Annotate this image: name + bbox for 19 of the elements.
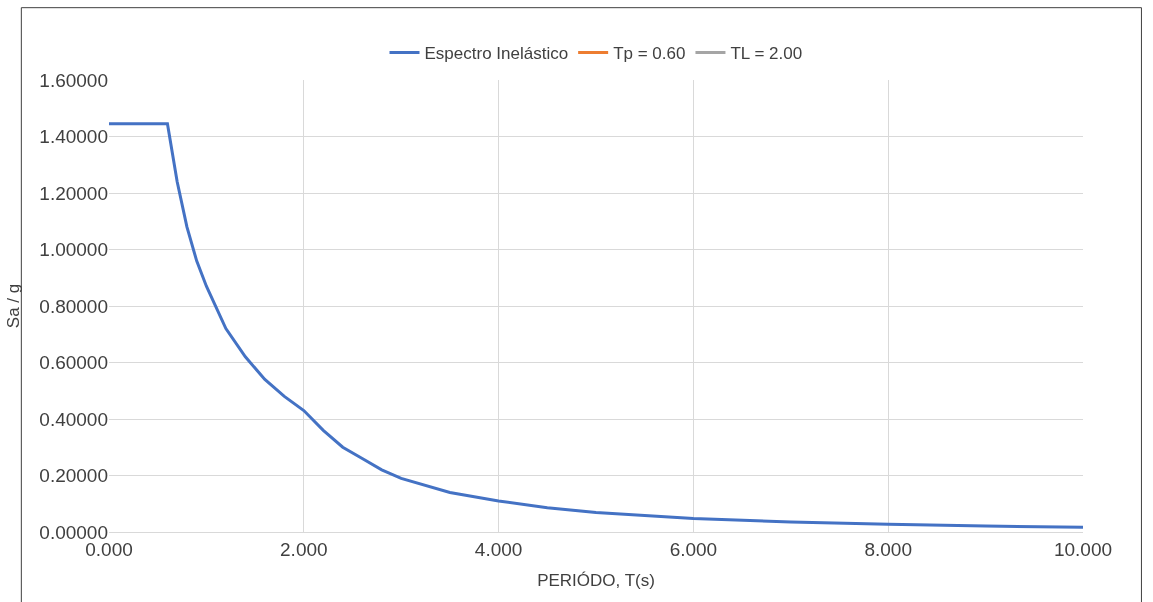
legend-label: Tp = 0.60 bbox=[613, 44, 686, 64]
y-axis-title: Sa / g bbox=[3, 283, 23, 329]
y-tick-label: 0.40000 bbox=[39, 408, 108, 430]
y-tick-label: 1.60000 bbox=[39, 69, 108, 91]
y-tick-label: 1.20000 bbox=[39, 182, 108, 204]
x-tick-label: 2.000 bbox=[280, 538, 328, 560]
x-axis-title: PERIÓDO, T(s) bbox=[537, 571, 655, 591]
x-tick-label: 6.000 bbox=[669, 538, 718, 560]
y-tick-label: 1.40000 bbox=[39, 126, 108, 148]
x-tick-label: 4.000 bbox=[474, 538, 523, 560]
y-tick-label: 1.00000 bbox=[39, 239, 108, 261]
legend-label: TL = 2.00 bbox=[730, 44, 803, 64]
x-tick-label: 10.000 bbox=[1053, 538, 1113, 560]
y-tick-label: 0.60000 bbox=[39, 352, 108, 374]
x-tick-label: 8.000 bbox=[864, 538, 912, 560]
legend-label: Espectro Inelástico bbox=[424, 44, 569, 64]
y-tick-label: 0.20000 bbox=[39, 465, 108, 487]
line-series bbox=[109, 122, 1083, 529]
y-tick-label: 0.80000 bbox=[39, 295, 108, 317]
